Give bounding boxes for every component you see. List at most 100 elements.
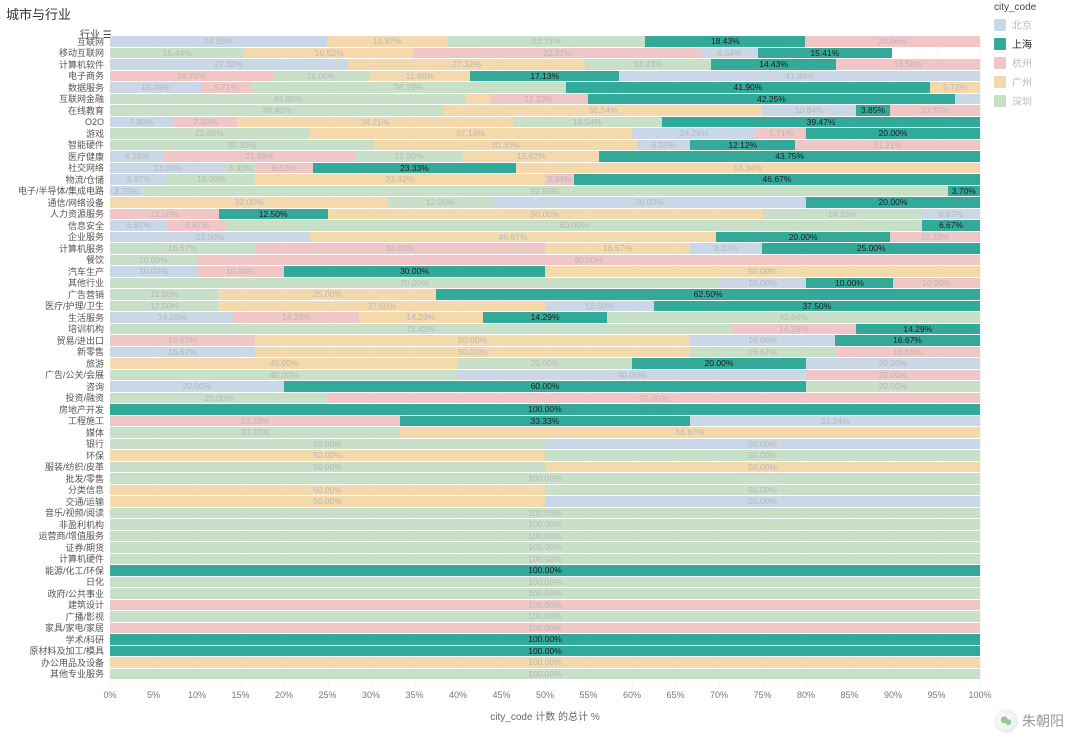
- bar-segment[interactable]: 42.84%: [607, 312, 980, 323]
- bar-segment[interactable]: 60.00%: [284, 381, 806, 392]
- bar-segment[interactable]: 5.71%: [756, 128, 806, 139]
- bar-segment[interactable]: 50.00%: [110, 450, 545, 461]
- bar-segment[interactable]: 13.87%: [327, 36, 448, 47]
- bar-segment[interactable]: 100.00%: [110, 646, 980, 657]
- bar-segment[interactable]: 14.29%: [731, 324, 855, 335]
- bar-segment[interactable]: 40.00%: [110, 370, 458, 381]
- bar-segment[interactable]: 16.67%: [545, 243, 690, 254]
- bar-segment[interactable]: 50.00%: [255, 347, 690, 358]
- bar-segment[interactable]: 36.19%: [251, 82, 566, 93]
- bar-segment[interactable]: 10.33%: [890, 232, 980, 243]
- bar-segment[interactable]: 14.43%: [711, 59, 837, 70]
- bar-segment[interactable]: 14.29%: [110, 312, 234, 323]
- bar-segment[interactable]: 20.00%: [458, 358, 632, 369]
- bar-segment[interactable]: 3.33%: [226, 163, 255, 174]
- bar-segment[interactable]: 32.97%: [414, 48, 701, 59]
- bar-segment[interactable]: 16.67%: [835, 335, 980, 346]
- bar-segment[interactable]: 100.00%: [110, 554, 980, 565]
- bar-segment[interactable]: 100.00%: [110, 623, 980, 634]
- bar-segment[interactable]: 53.34%: [516, 163, 980, 174]
- bar-segment[interactable]: 46.67%: [310, 232, 716, 243]
- bar-segment[interactable]: 21.88%: [164, 151, 354, 162]
- bar-segment[interactable]: 16.66%: [690, 335, 835, 346]
- bar-segment[interactable]: 3.34%: [545, 174, 574, 185]
- bar-segment[interactable]: 39.47%: [662, 117, 980, 128]
- bar-segment[interactable]: 20.00%: [806, 370, 980, 381]
- bar-segment[interactable]: 6.67%: [922, 220, 980, 231]
- legend-item[interactable]: 广州: [994, 74, 1074, 89]
- bar-segment[interactable]: 6.54%: [701, 48, 758, 59]
- bar-segment[interactable]: 40.00%: [458, 370, 806, 381]
- bar-segment[interactable]: 50.00%: [110, 485, 545, 496]
- bar-segment[interactable]: 20.00%: [806, 381, 980, 392]
- bar-segment[interactable]: 7.89%: [174, 117, 238, 128]
- bar-segment[interactable]: 20.00%: [806, 197, 980, 208]
- bar-segment[interactable]: 27.32%: [348, 59, 586, 70]
- bar-segment[interactable]: 15.62%: [463, 151, 599, 162]
- bar-segment[interactable]: 50.00%: [328, 209, 763, 220]
- bar-segment[interactable]: 19.52%: [244, 48, 414, 59]
- bar-segment[interactable]: 50.00%: [545, 266, 980, 277]
- bar-segment[interactable]: 16.67%: [110, 243, 255, 254]
- bar-segment[interactable]: 3.70%: [110, 186, 142, 197]
- bar-segment[interactable]: 23.33%: [313, 163, 516, 174]
- bar-segment[interactable]: 33.33%: [110, 416, 400, 427]
- bar-segment[interactable]: 5.71%: [201, 82, 251, 93]
- bar-segment[interactable]: [955, 94, 980, 105]
- bar-segment[interactable]: [465, 94, 490, 105]
- bar-segment[interactable]: 27.32%: [110, 59, 348, 70]
- bar-segment[interactable]: 10.00%: [110, 266, 197, 277]
- bar-segment[interactable]: 43.75%: [599, 151, 980, 162]
- bar-segment[interactable]: 10.84%: [762, 105, 856, 116]
- bar-segment[interactable]: 37.50%: [219, 301, 545, 312]
- bar-segment[interactable]: 14.29%: [234, 312, 358, 323]
- bar-segment[interactable]: 11.60%: [369, 71, 470, 82]
- bar-segment[interactable]: 100.00%: [110, 508, 980, 519]
- bar-segment[interactable]: 20.00%: [806, 128, 980, 139]
- bar-segment[interactable]: 50.00%: [545, 485, 980, 496]
- bar-segment[interactable]: 6.67%: [168, 220, 226, 231]
- bar-segment[interactable]: 37.14%: [309, 128, 632, 139]
- bar-segment[interactable]: 92.59%: [142, 186, 948, 197]
- bar-segment[interactable]: 20.00%: [632, 358, 806, 369]
- bar-segment[interactable]: 14.29%: [483, 312, 607, 323]
- bar-segment[interactable]: 66.67%: [400, 427, 980, 438]
- bar-segment[interactable]: 6.25%: [110, 151, 164, 162]
- bar-segment[interactable]: 17.13%: [470, 71, 619, 82]
- bar-segment[interactable]: 12.12%: [690, 140, 795, 151]
- bar-segment[interactable]: 33.32%: [255, 174, 545, 185]
- bar-segment[interactable]: 23.00%: [110, 232, 310, 243]
- bar-segment[interactable]: 100.00%: [110, 473, 980, 484]
- bar-segment[interactable]: 14.29%: [856, 324, 980, 335]
- bar-segment[interactable]: 10.48%: [110, 82, 201, 93]
- bar-segment[interactable]: 100.00%: [110, 577, 980, 588]
- bar-segment[interactable]: 11.05%: [273, 71, 369, 82]
- bar-segment[interactable]: 25.00%: [219, 289, 437, 300]
- bar-segment[interactable]: 100.00%: [110, 542, 980, 553]
- bar-segment[interactable]: 25.00%: [762, 243, 980, 254]
- bar-segment[interactable]: 18.76%: [110, 71, 273, 82]
- bar-segment[interactable]: 7.89%: [110, 117, 174, 128]
- bar-segment[interactable]: 30.30%: [374, 140, 638, 151]
- bar-segment[interactable]: 50.00%: [545, 439, 980, 450]
- legend-item[interactable]: 北京: [994, 17, 1074, 32]
- bar-segment[interactable]: 75.00%: [328, 393, 981, 404]
- legend-item[interactable]: 杭州: [994, 55, 1074, 70]
- bar-segment[interactable]: 24.93%: [110, 36, 327, 47]
- bar-segment[interactable]: 18.43%: [645, 36, 805, 47]
- bar-segment[interactable]: 12.50%: [110, 301, 219, 312]
- bar-segment[interactable]: 33.34%: [690, 416, 980, 427]
- bar-segment[interactable]: 16.66%: [835, 347, 980, 358]
- bar-segment[interactable]: 10.00%: [197, 266, 284, 277]
- bar-segment[interactable]: 10.00%: [806, 278, 893, 289]
- bar-segment[interactable]: 12.50%: [355, 151, 464, 162]
- bar-segment[interactable]: 10.00%: [893, 278, 980, 289]
- bar-segment[interactable]: 3.85%: [856, 105, 889, 116]
- bar-segment[interactable]: 100.00%: [110, 588, 980, 599]
- bar-segment[interactable]: 6.67%: [110, 220, 168, 231]
- bar-segment[interactable]: 46.67%: [574, 174, 980, 185]
- bar-segment[interactable]: 12.50%: [545, 301, 654, 312]
- bar-segment[interactable]: 8.33%: [690, 243, 762, 254]
- bar-segment[interactable]: 34.21%: [237, 117, 513, 128]
- bar-segment[interactable]: 3.70%: [948, 186, 980, 197]
